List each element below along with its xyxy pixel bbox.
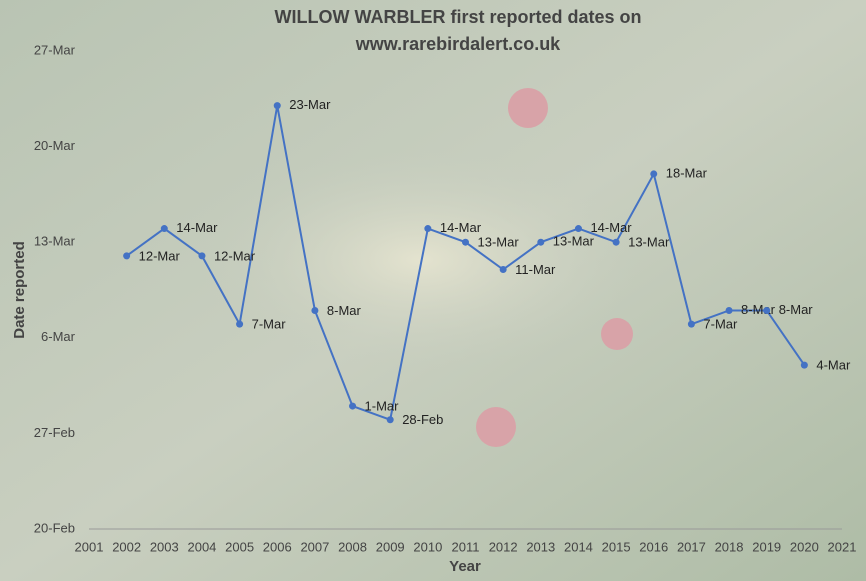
y-tick-label: 13-Mar	[34, 234, 76, 249]
data-label: 8-Mar	[779, 302, 814, 317]
y-tick-label: 6-Mar	[41, 329, 76, 344]
x-tick-label: 2019	[752, 539, 781, 554]
x-tick-label: 2013	[526, 539, 555, 554]
data-label: 14-Mar	[176, 220, 218, 235]
marker	[687, 320, 695, 328]
marker	[273, 102, 281, 110]
data-label: 7-Mar	[252, 317, 287, 332]
y-tick-label: 27-Mar	[34, 42, 76, 57]
x-tick-label: 2010	[413, 539, 442, 554]
marker	[236, 320, 244, 328]
x-tick-label: 2007	[300, 539, 329, 554]
x-tick-label: 2012	[489, 539, 518, 554]
data-label: 14-Mar	[590, 220, 632, 235]
x-tick-label: 2015	[602, 539, 631, 554]
marker	[123, 252, 131, 260]
x-tick-label: 2018	[715, 539, 744, 554]
marker	[574, 225, 582, 233]
y-tick-label: 27-Feb	[34, 425, 75, 440]
x-tick-label: 2002	[112, 539, 141, 554]
berry	[476, 407, 516, 447]
x-tick-label: 2009	[376, 539, 405, 554]
data-label: 28-Feb	[402, 412, 443, 427]
marker	[462, 238, 469, 246]
marker	[612, 238, 620, 246]
x-tick-label: 2011	[452, 539, 480, 554]
marker	[198, 252, 206, 260]
x-tick-label: 2020	[790, 539, 819, 554]
data-label: 13-Mar	[478, 235, 520, 250]
x-tick-label: 2005	[225, 539, 254, 554]
y-axis-title: Date reported	[11, 241, 28, 339]
x-axis-title: Year	[449, 558, 481, 575]
x-tick-label: 2014	[564, 539, 593, 554]
y-tick-label: 20-Mar	[34, 138, 76, 153]
data-label: 14-Mar	[440, 220, 482, 235]
x-tick-label: 2021	[828, 539, 857, 554]
x-tick-label: 2001	[75, 539, 104, 554]
data-label: 11-Mar	[515, 262, 556, 277]
x-tick-label: 2003	[150, 539, 179, 554]
y-tick-label: 20-Feb	[34, 520, 75, 535]
marker	[349, 402, 357, 410]
data-label: 18-Mar	[666, 165, 708, 180]
x-tick-label: 2004	[187, 539, 216, 554]
data-label: 12-Mar	[214, 248, 256, 263]
data-label: 4-Mar	[816, 358, 851, 373]
x-tick-label: 2016	[639, 539, 668, 554]
marker	[650, 170, 658, 178]
data-label: 8-Mar	[327, 303, 362, 318]
marker	[537, 238, 545, 246]
data-label: 13-Mar	[553, 234, 595, 249]
chart-title: WILLOW WARBLER first reported dates on	[275, 7, 642, 27]
data-label: 7-Mar	[703, 317, 738, 332]
marker	[725, 306, 733, 314]
marker	[160, 225, 168, 233]
x-tick-label: 2006	[263, 539, 292, 554]
x-tick-label: 2017	[677, 539, 706, 554]
berry	[601, 318, 633, 350]
marker	[311, 306, 319, 314]
data-label: 13-Mar	[628, 235, 670, 250]
background-photo	[200, 150, 640, 370]
data-label: 8-Mar	[741, 302, 776, 317]
data-label: 1-Mar	[365, 399, 400, 414]
chart-subtitle: www.rarebirdalert.co.uk	[355, 34, 561, 54]
marker	[424, 225, 432, 233]
x-tick-label: 2008	[338, 539, 367, 554]
marker	[386, 416, 394, 424]
marker	[499, 266, 507, 274]
berry	[508, 88, 548, 128]
data-label: 12-Mar	[139, 248, 181, 263]
marker	[800, 361, 808, 369]
marker	[763, 306, 771, 314]
data-label: 23-Mar	[289, 97, 331, 112]
